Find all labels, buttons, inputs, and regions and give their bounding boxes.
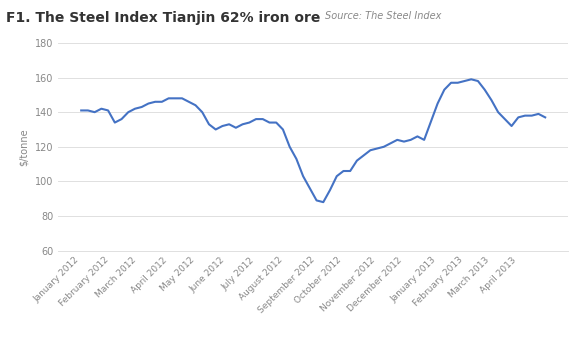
Text: F1. The Steel Index Tianjin 62% iron ore: F1. The Steel Index Tianjin 62% iron ore: [6, 11, 320, 25]
Y-axis label: $/tonne: $/tonne: [19, 128, 29, 166]
Text: Source: The Steel Index: Source: The Steel Index: [325, 11, 441, 21]
